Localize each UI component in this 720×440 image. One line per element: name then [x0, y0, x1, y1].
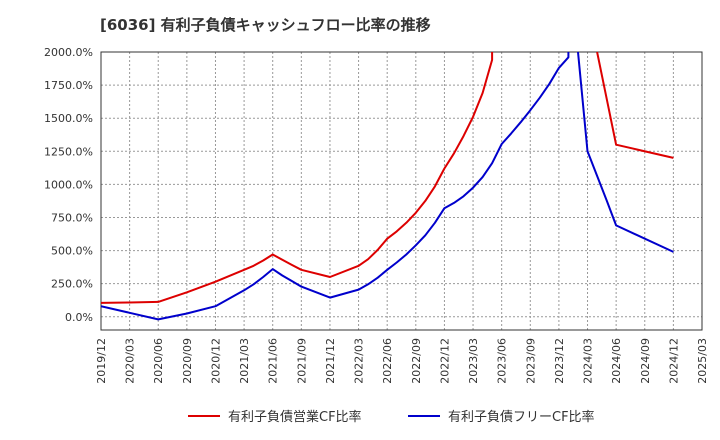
axes: 0.0% 250.0% 500.0% 750.0% 1000.0% 1250.0% 1500… — [44, 46, 709, 384]
x-tick-label: 2023/09 — [524, 338, 537, 384]
y-tick-label: 750.0% — [51, 211, 93, 224]
legend-label-2: 有利子負債フリーCF比率 — [448, 409, 595, 425]
x-tick-label: 2021/03 — [238, 338, 251, 384]
series-line-2-a — [101, 52, 570, 321]
x-tick-label: 2020/09 — [181, 338, 194, 384]
x-tick-label: 2020/12 — [209, 338, 222, 384]
y-tick-label: 1000.0% — [44, 178, 93, 191]
x-tick-label: 2022/03 — [353, 338, 366, 384]
x-tick-label: 2023/03 — [467, 338, 480, 384]
legend: 有利子負債営業CF比率 有利子負債フリーCF比率 — [188, 409, 595, 425]
plot-frame — [100, 51, 703, 331]
series-line-1-a — [101, 52, 494, 304]
x-tick-label: 2022/12 — [438, 338, 451, 384]
x-tick-label: 2020/06 — [152, 338, 165, 384]
y-tick-label: 1250.0% — [44, 145, 93, 158]
y-tick-label: 2000.0% — [44, 46, 93, 59]
series-line-2-b — [577, 51, 674, 253]
x-tick-label: 2020/03 — [124, 338, 137, 384]
series-line-1-b — [596, 51, 674, 159]
x-tick-label: 2021/06 — [267, 338, 280, 384]
x-tick-label: 2021/12 — [324, 338, 337, 384]
x-tick-label: 2025/03 — [696, 338, 709, 384]
grid — [100, 51, 703, 330]
x-tick-label: 2022/06 — [381, 338, 394, 384]
x-tick-label: 2021/09 — [295, 338, 308, 384]
x-tick-label: 2023/12 — [553, 338, 566, 384]
x-tick-label: 2024/09 — [639, 338, 652, 384]
y-tick-label: 500.0% — [51, 245, 93, 258]
series — [101, 51, 674, 321]
x-tick-label: 2022/09 — [410, 338, 423, 384]
y-tick-label: 250.0% — [51, 278, 93, 291]
x-tick-label: 2024/06 — [610, 338, 623, 384]
y-tick-label: 1500.0% — [44, 112, 93, 125]
chart-title: [6036] 有利子負債キャッシュフロー比率の推移 — [100, 16, 431, 34]
x-tick-label: 2024/03 — [582, 338, 595, 384]
x-tick-label: 2023/06 — [496, 338, 509, 384]
legend-label-1: 有利子負債営業CF比率 — [228, 409, 362, 425]
x-tick-label: 2024/12 — [667, 338, 680, 384]
y-tick-label: 1750.0% — [44, 79, 93, 92]
y-tick-label: 0.0% — [65, 311, 93, 324]
x-tick-label: 2019/12 — [95, 338, 108, 384]
